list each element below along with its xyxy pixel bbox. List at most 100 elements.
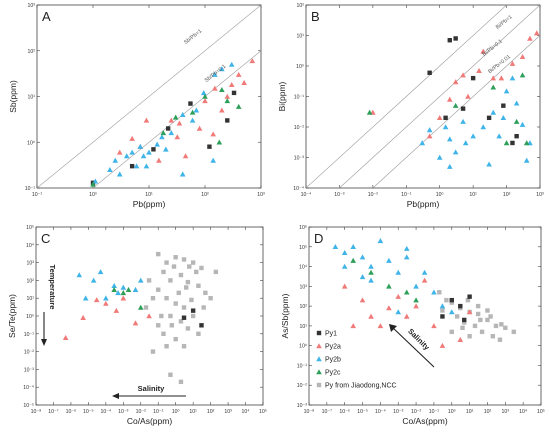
data-point [490,109,497,115]
temperature-arrowhead [41,339,47,346]
legend-marker [316,369,322,375]
data-point [513,118,520,124]
data-point [179,111,186,117]
data-point [447,38,452,43]
data-point [103,300,109,306]
x-tick-label: 10⁰ [172,409,180,415]
data-point [499,322,504,327]
plot-frame [308,226,542,406]
data-point [452,149,459,155]
data-point [475,311,481,317]
data-point [359,274,366,280]
x-tick-label: 10⁵ [259,409,267,415]
data-point [212,85,218,91]
data-point [446,136,453,142]
y-tick-label: 10⁻¹ [294,95,305,101]
data-point [163,146,169,152]
data-point [216,139,223,145]
data-point [488,314,493,319]
data-point [181,257,187,262]
data-point [200,90,207,96]
data-point [527,35,533,41]
data-point [472,323,478,329]
data-point [350,257,357,263]
data-point [190,313,196,319]
data-point [168,117,175,123]
y-tick-label: 10⁵ [299,245,307,251]
data-point [449,329,454,335]
data-point [224,98,231,104]
data-point [137,277,144,283]
data-point [490,84,497,90]
data-point [480,124,487,130]
salinity-arrow [391,326,435,368]
y-tick-label: 10⁰ [296,64,304,70]
data-point [164,296,169,301]
y-tick-label: 10³ [28,3,36,9]
reference-line-label: Bi/Pb=0.1 [481,39,503,58]
data-point [172,114,179,120]
y-tick-label: 10⁰ [26,314,34,320]
data-point [436,154,443,160]
reference-line [306,5,508,188]
data-point [403,254,410,260]
data-point [228,82,235,88]
data-point [523,157,530,163]
salinity-arrowhead [389,324,397,332]
data-point [189,117,196,123]
plot-area [62,251,219,385]
data-point [501,103,506,108]
data-point [431,289,437,295]
data-point [196,283,201,288]
data-point [486,115,492,121]
x-tick-label: 10¹ [469,192,477,198]
x-tick-label: 10⁰ [436,192,444,198]
data-point [156,323,161,328]
data-point [169,323,175,328]
data-point [76,272,83,278]
data-point [436,115,443,121]
data-point [168,130,175,136]
data-point [62,334,69,340]
data-point [115,290,121,296]
data-point [181,344,187,349]
data-point [458,303,463,309]
data-point [395,309,402,315]
reference-line-label: Bi/Pb=1 [495,14,514,30]
data-point [241,79,247,85]
data-point [475,303,481,309]
y-tick-label: 10¹ [300,324,308,330]
data-point [184,285,189,290]
data-point [201,305,206,310]
data-point [485,308,490,313]
x-tick-label: 10³ [257,192,265,198]
y-tick-label: 10⁻² [294,125,305,131]
data-point [479,329,485,335]
data-point [403,245,410,251]
data-point [224,93,231,99]
x-tick-label: 10⁴ [242,409,250,415]
x-tick-label: 10⁻² [368,192,379,198]
data-point [178,272,184,278]
data-point [219,66,225,72]
data-point [210,131,216,137]
x-tick-label: 10⁻¹ [401,192,412,198]
salinity-annotation: Salinity [138,384,166,393]
data-point [213,269,219,275]
data-point [513,100,520,106]
data-point [103,295,109,301]
x-tick-label: 10⁻⁴ [301,192,312,198]
data-point [112,157,119,163]
panel-letter: C [41,231,50,246]
data-point [440,308,445,313]
data-point [199,323,204,328]
data-point [212,71,218,77]
data-point [146,278,152,283]
data-point [341,249,348,255]
data-point [467,334,472,339]
legend-label: Py2a [325,344,341,351]
data-point [421,269,428,275]
panel-letter: B [311,9,320,24]
data-point [182,153,189,159]
data-point [225,118,230,123]
